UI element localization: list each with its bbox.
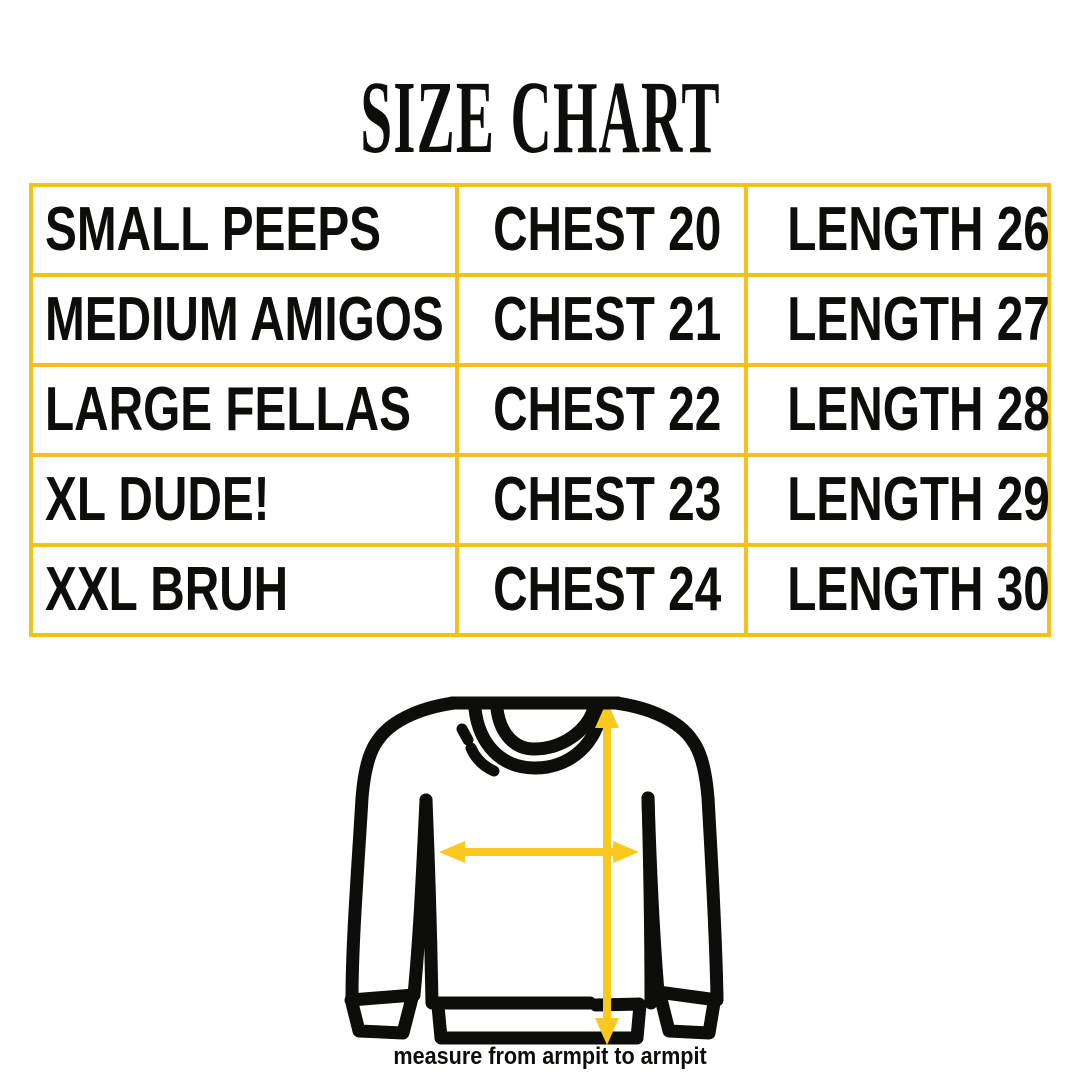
length-arrow-head-down: [595, 1018, 619, 1045]
size-label: SMALL PEEPS: [45, 195, 382, 264]
table-row: XL DUDE! CHEST 23 LENGTH 29: [29, 453, 1052, 547]
length-cell: LENGTH 26: [743, 183, 1052, 277]
length-value: LENGTH 28: [786, 375, 1050, 444]
body-right-side: [641, 791, 658, 1010]
left-sleeve-outline: [345, 696, 461, 1005]
length-value: LENGTH 30: [786, 555, 1050, 624]
table-row: MEDIUM AMIGOS CHEST 21 LENGTH 27: [29, 273, 1052, 367]
chest-value: CHEST 20: [492, 195, 721, 264]
size-cell: MEDIUM AMIGOS: [29, 273, 459, 367]
chest-cell: CHEST 24: [454, 543, 748, 637]
left-cuff: [344, 988, 421, 1040]
measurement-diagram: measure from armpit to armpit: [340, 682, 760, 1070]
chest-cell: CHEST 23: [454, 453, 748, 547]
size-label: XXL BRUH: [45, 555, 289, 624]
length-value: LENGTH 27: [786, 285, 1050, 354]
table-row: XXL BRUH CHEST 24 LENGTH 30: [29, 543, 1052, 637]
chest-value: CHEST 24: [492, 555, 721, 624]
size-cell: LARGE FELLAS: [29, 363, 459, 457]
chest-arrow-head-right: [613, 841, 639, 863]
chest-arrow-head-left: [439, 841, 465, 863]
size-table: SMALL PEEPS CHEST 20 LENGTH 26 MEDIUM AM…: [29, 183, 1052, 637]
right-cuff: [651, 985, 724, 1040]
size-label: MEDIUM AMIGOS: [45, 285, 444, 354]
length-cell: LENGTH 28: [743, 363, 1052, 457]
length-value: LENGTH 26: [786, 195, 1050, 264]
chest-value: CHEST 23: [492, 465, 721, 534]
table-row: SMALL PEEPS CHEST 20 LENGTH 26: [29, 183, 1052, 277]
length-cell: LENGTH 29: [743, 453, 1052, 547]
chest-value: CHEST 21: [492, 285, 721, 354]
length-arrow-head-up: [595, 701, 619, 728]
length-value: LENGTH 29: [786, 465, 1050, 534]
measure-caption-text: measure from armpit to armpit: [393, 1043, 707, 1070]
stitch-marks: [456, 723, 500, 777]
length-cell: LENGTH 30: [743, 543, 1052, 637]
chest-cell: CHEST 21: [454, 273, 748, 367]
sweatshirt-illustration-icon: [344, 696, 724, 1045]
chest-arrow-icon: [439, 841, 639, 863]
measure-caption: measure from armpit to armpit: [340, 1043, 760, 1070]
length-cell: LENGTH 27: [743, 273, 1052, 367]
size-cell: XXL BRUH: [29, 543, 459, 637]
chest-cell: CHEST 22: [454, 363, 748, 457]
table-row: LARGE FELLAS CHEST 22 LENGTH 28: [29, 363, 1052, 457]
size-cell: SMALL PEEPS: [29, 183, 459, 277]
chest-cell: CHEST 20: [454, 183, 748, 277]
size-cell: XL DUDE!: [29, 453, 459, 547]
right-sleeve-outline: [609, 696, 724, 1005]
page-title-text: SIZE CHART: [359, 60, 721, 175]
size-label: LARGE FELLAS: [45, 375, 412, 444]
chest-value: CHEST 22: [492, 375, 721, 444]
length-arrow-icon: [595, 701, 619, 1045]
page-title: SIZE CHART: [0, 66, 1080, 170]
sweatshirt-outline-icon: [344, 696, 724, 1045]
size-label: XL DUDE!: [45, 465, 270, 534]
body-left-side: [419, 793, 439, 1010]
collar-outer-arc: [468, 702, 608, 775]
collar-inner-arc: [490, 701, 601, 756]
